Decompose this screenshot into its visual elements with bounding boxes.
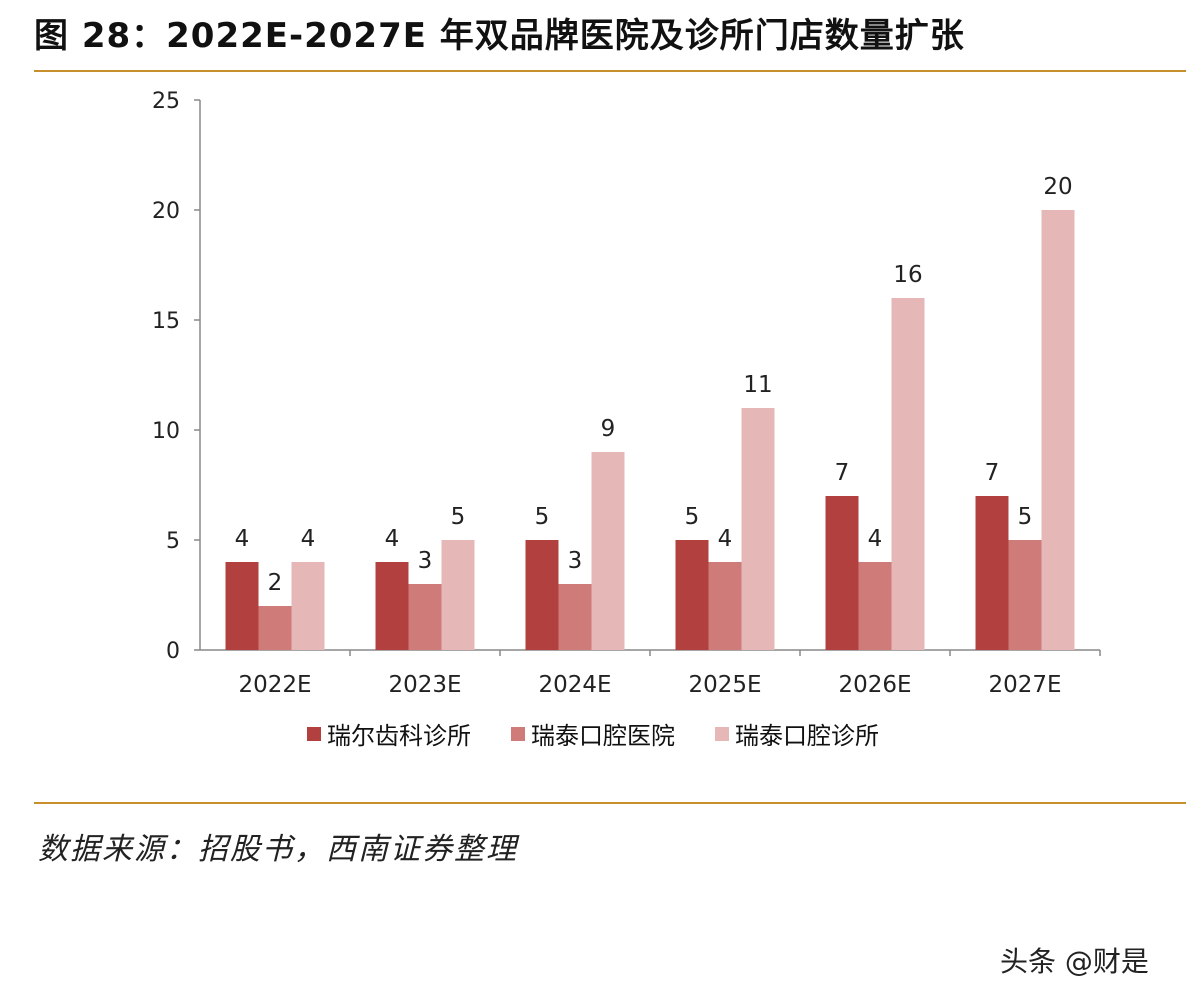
data-label: 4 [718,526,733,552]
y-tick-label: 0 [166,639,180,664]
bar-chart: 05101520254242022E4352023E5392024E541120… [152,89,1101,698]
legend-entry: 瑞泰口腔医院 [511,716,675,751]
data-label: 4 [868,526,883,552]
data-label: 16 [893,262,922,288]
bar [375,562,409,650]
legend-label: 瑞泰口腔医院 [531,722,675,750]
legend-entry: 瑞泰口腔诊所 [715,716,879,751]
bar [1008,540,1042,650]
bar [891,298,925,650]
bar [708,562,742,650]
legend-label: 瑞尔齿科诊所 [327,722,471,750]
x-tick-label: 2022E [238,672,311,698]
data-label: 2 [268,570,283,596]
bar [825,496,859,650]
x-tick-label: 2025E [688,672,761,698]
y-tick-label: 10 [152,419,180,444]
data-label: 20 [1043,174,1072,200]
data-label: 7 [835,460,850,486]
chart-legend: 瑞尔齿科诊所 瑞泰口腔医院 瑞泰口腔诊所 [0,716,1186,751]
data-label: 4 [235,526,250,552]
bar [741,408,775,650]
data-label: 4 [301,526,316,552]
bar [975,496,1009,650]
x-tick-label: 2026E [838,672,911,698]
bottom-rule [34,802,1186,804]
bar [591,452,625,650]
bar [525,540,559,650]
bar [675,540,709,650]
data-label: 11 [743,372,772,398]
legend-entry: 瑞尔齿科诊所 [307,716,471,751]
x-tick-label: 2027E [988,672,1061,698]
data-label: 9 [601,416,616,442]
data-label: 7 [985,460,1000,486]
legend-swatch [307,726,321,741]
data-label: 5 [535,504,550,530]
bar [291,562,325,650]
top-rule [34,70,1186,72]
data-label: 3 [418,548,433,574]
legend-swatch [715,726,729,741]
y-tick-label: 20 [152,199,180,224]
data-label: 5 [451,504,466,530]
data-label: 4 [385,526,400,552]
legend-swatch [511,726,525,741]
bar [258,606,292,650]
legend-label: 瑞泰口腔诊所 [735,722,879,750]
data-label: 3 [568,548,583,574]
bar [225,562,259,650]
y-tick-label: 25 [152,89,180,114]
bar [558,584,592,650]
y-tick-label: 5 [166,529,180,554]
source-note: 数据来源：招股书，西南证券整理 [38,832,518,867]
bar [441,540,475,650]
bar [1041,210,1075,650]
y-tick-label: 15 [152,309,180,334]
watermark: 头条 @财是 [1000,945,1149,978]
x-tick-label: 2023E [388,672,461,698]
data-label: 5 [685,504,700,530]
bar [408,584,442,650]
figure-title: 图 28：2022E-2027E 年双品牌医院及诊所门店数量扩张 [34,16,965,56]
x-tick-label: 2024E [538,672,611,698]
bar [858,562,892,650]
data-label: 5 [1018,504,1033,530]
